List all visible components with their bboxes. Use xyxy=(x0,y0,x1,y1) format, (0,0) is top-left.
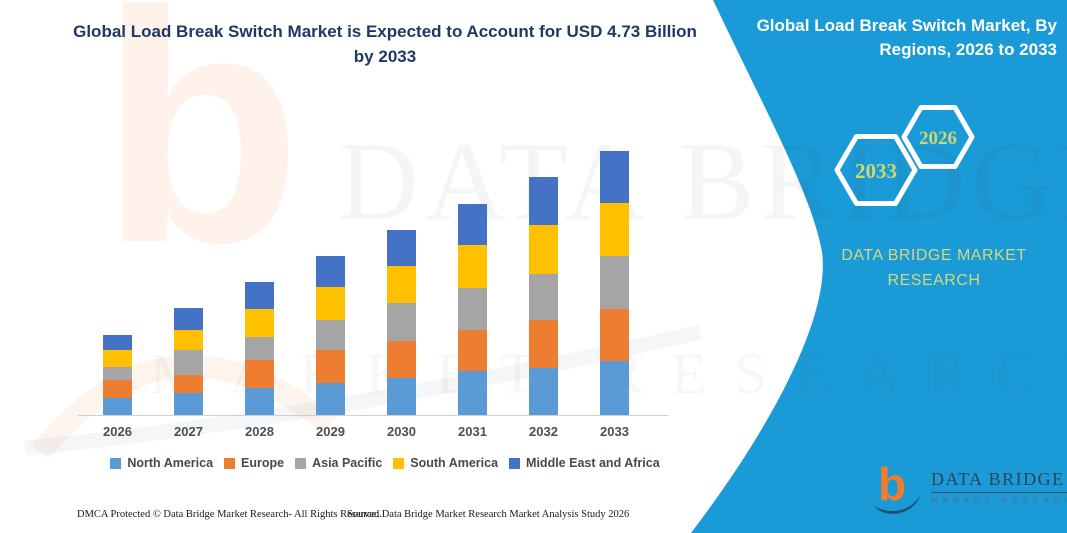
source-footer-text: Source: Data Bridge Market Research Mark… xyxy=(347,509,630,520)
legend-marker-europe xyxy=(224,457,236,469)
bar-2033 xyxy=(600,151,629,415)
brand-text: DATA BRIDGE MARKET RESEARCH xyxy=(798,244,1067,294)
bar-segment-europe xyxy=(600,309,629,361)
bar-plot-area xyxy=(80,145,665,415)
bar-segment-north-america xyxy=(245,388,274,415)
x-axis-label-2030: 2030 xyxy=(387,424,416,439)
bar-segment-north-america xyxy=(103,398,132,415)
panel-heading: Global Load Break Switch Market, By Regi… xyxy=(735,14,1057,62)
brand-text-line2: RESEARCH xyxy=(887,271,981,289)
legend-label-middle-east-and-africa: Middle East and Africa xyxy=(526,456,660,470)
bar-segment-south-america xyxy=(458,245,487,288)
logo-title: DATA BRIDGE xyxy=(931,469,1067,493)
hexagon-2026: 2026 xyxy=(901,105,975,169)
bar-segment-europe xyxy=(245,360,274,388)
legend-marker-north-america xyxy=(110,457,122,469)
bar-2026 xyxy=(103,335,132,415)
bar-segment-middle-east-and-africa xyxy=(316,256,345,287)
legend-item-north-america: North America xyxy=(110,456,213,470)
x-axis-line xyxy=(78,415,668,416)
bar-2029 xyxy=(316,256,345,415)
bar-segment-north-america xyxy=(529,368,558,415)
legend-item-asia-pacific: Asia Pacific xyxy=(295,456,382,470)
legend-item-south-america: South America xyxy=(393,456,498,470)
bar-segment-middle-east-and-africa xyxy=(245,282,274,309)
x-axis-label-2028: 2028 xyxy=(245,424,274,439)
bar-segment-south-america xyxy=(174,330,203,350)
bar-segment-middle-east-and-africa xyxy=(600,151,629,203)
bar-segment-north-america xyxy=(458,371,487,415)
x-axis-label-2031: 2031 xyxy=(458,424,487,439)
x-axis-label-2027: 2027 xyxy=(174,424,203,439)
brand-text-line1: DATA BRIDGE MARKET xyxy=(841,247,1027,264)
legend-item-middle-east-and-africa: Middle East and Africa xyxy=(509,456,660,470)
panel-heading-line1: Global Load Break Switch Market, By xyxy=(756,16,1057,35)
logo-subtitle: MARKET RESEARCH xyxy=(931,496,1067,505)
bar-segment-europe xyxy=(174,375,203,393)
bar-segment-europe xyxy=(103,380,132,398)
hexagon-2026-label: 2026 xyxy=(919,128,957,149)
legend-label-asia-pacific: Asia Pacific xyxy=(312,456,383,470)
bar-segment-asia-pacific xyxy=(458,288,487,330)
dmca-footer-text: DMCA Protected © Data Bridge Market Rese… xyxy=(77,509,382,520)
legend-item-europe: Europe xyxy=(224,456,284,470)
bar-segment-middle-east-and-africa xyxy=(174,308,203,330)
chart-legend: North America Europe Asia Pacific South Ame… xyxy=(55,456,715,470)
chart-title: Global Load Break Switch Market is Expec… xyxy=(55,20,715,69)
hexagon-2033: 2033 xyxy=(834,134,918,206)
bar-segment-south-america xyxy=(529,225,558,274)
legend-label-europe: Europe xyxy=(241,456,285,470)
bar-segment-europe xyxy=(529,320,558,368)
bar-segment-asia-pacific xyxy=(387,303,416,341)
x-axis-label-2026: 2026 xyxy=(103,424,132,439)
x-axis-labels: 2026 2027 2028 2029 2030 2031 2032 2033 xyxy=(80,424,665,444)
bar-2031 xyxy=(458,204,487,415)
bar-2030 xyxy=(387,230,416,415)
bar-segment-middle-east-and-africa xyxy=(103,335,132,350)
legend-label-south-america: South America xyxy=(410,456,499,470)
data-bridge-logo-icon: b xyxy=(874,460,920,514)
bar-segment-europe xyxy=(316,350,345,383)
legend-marker-middle-east-and-africa xyxy=(509,457,521,469)
bar-segment-south-america xyxy=(245,309,274,337)
bar-segment-north-america xyxy=(316,383,345,415)
bar-segment-south-america xyxy=(103,350,132,367)
bar-segment-north-america xyxy=(600,361,629,415)
bar-segment-middle-east-and-africa xyxy=(387,230,416,266)
logo-text: DATA BRIDGE MARKET RESEARCH xyxy=(931,469,1067,505)
bar-2028 xyxy=(245,282,274,415)
bar-segment-asia-pacific xyxy=(103,367,132,380)
bar-2032 xyxy=(529,177,558,415)
panel-heading-line2: Regions, 2026 to 2033 xyxy=(879,39,1057,59)
x-axis-label-2033: 2033 xyxy=(600,424,629,439)
bar-segment-asia-pacific xyxy=(316,320,345,350)
bar-segment-asia-pacific xyxy=(245,337,274,360)
data-bridge-logo: b DATA BRIDGE MARKET RESEARCH xyxy=(872,460,1067,514)
bar-2027 xyxy=(174,308,203,415)
bar-segment-middle-east-and-africa xyxy=(529,177,558,225)
bar-segment-south-america xyxy=(316,287,345,320)
hexagon-2033-label: 2033 xyxy=(855,159,897,183)
bar-segment-asia-pacific xyxy=(529,274,558,320)
bar-segment-north-america xyxy=(387,378,416,415)
bar-segment-asia-pacific xyxy=(600,256,629,309)
bar-segment-south-america xyxy=(387,266,416,303)
chart-title-line2: by 2033 xyxy=(353,46,417,66)
legend-marker-asia-pacific xyxy=(295,457,307,469)
x-axis-label-2029: 2029 xyxy=(316,424,345,439)
chart-title-line1: Global Load Break Switch Market is Expec… xyxy=(73,22,697,41)
bar-segment-europe xyxy=(387,341,416,378)
legend-marker-south-america xyxy=(393,457,405,469)
x-axis-label-2032: 2032 xyxy=(529,424,558,439)
bar-segment-north-america xyxy=(174,393,203,415)
bar-segment-asia-pacific xyxy=(174,350,203,375)
bar-segment-middle-east-and-africa xyxy=(458,204,487,245)
svg-text:b: b xyxy=(878,460,906,510)
bar-segment-south-america xyxy=(600,203,629,256)
bar-segment-europe xyxy=(458,330,487,371)
legend-label-north-america: North America xyxy=(127,456,214,470)
